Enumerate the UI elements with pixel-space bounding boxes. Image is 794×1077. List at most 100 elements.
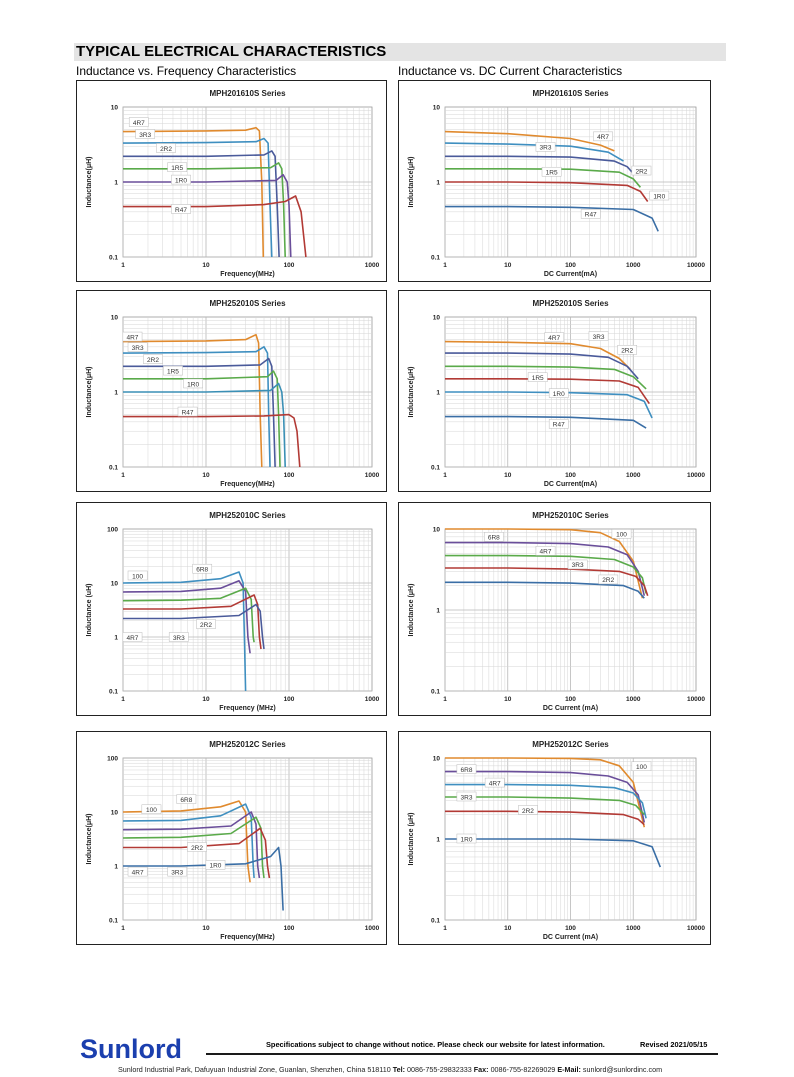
series-label-box — [535, 546, 556, 556]
y-tick-label: 0.1 — [431, 465, 440, 472]
series-line-4R7 — [122, 587, 255, 643]
series-line-R47 — [445, 205, 659, 232]
x-tick-label: 10 — [202, 472, 210, 479]
series-label-box — [135, 129, 156, 139]
y-tick-label: 10 — [433, 527, 441, 534]
x-tick-label: 10 — [504, 696, 512, 703]
chart-panel: MPH252010C Series 1 10 100 1000 10000 0.1 1 10 DC… — [398, 502, 711, 716]
x-tick-label: 1000 — [365, 262, 380, 269]
series-line-6R8 — [445, 770, 646, 823]
x-tick-label: 1 — [443, 925, 447, 932]
x-tick-label: 1 — [121, 925, 125, 932]
series-label-3R3: 3R3 — [173, 635, 185, 642]
series-label-3R3: 3R3 — [461, 794, 473, 801]
x-tick-label: 1000 — [626, 262, 641, 269]
x-tick-label: 1000 — [626, 472, 641, 479]
y-tick-label: 10 — [433, 105, 441, 112]
series-label-4R7: 4R7 — [132, 869, 144, 876]
series-label-6R8: 6R8 — [461, 767, 473, 774]
x-tick-label: 10000 — [687, 262, 705, 269]
x-tick-label: 10 — [504, 472, 512, 479]
chart-title: MPH201610S Series — [209, 89, 286, 98]
series-line-1R0 — [123, 173, 292, 258]
y-axis-label: Inductance(μH) — [408, 367, 415, 418]
series-label-box — [127, 570, 148, 581]
series-line-4R7 — [444, 340, 631, 370]
series-label-box — [192, 563, 213, 574]
x-tick-label: 1 — [443, 262, 447, 269]
x-axis-label: Frequency(MHz) — [220, 271, 274, 278]
x-tick-label: 100 — [565, 696, 576, 703]
series-line-3R3 — [445, 352, 639, 380]
y-tick-label: 0.1 — [109, 689, 118, 696]
tel-value: 0086-755-29832333 — [407, 1065, 472, 1074]
series-label-3R3: 3R3 — [540, 145, 552, 152]
series-label-box — [617, 345, 638, 355]
series-label-1R0: 1R0 — [187, 381, 199, 388]
series-line-1R0 — [445, 391, 653, 419]
y-tick-label: 10 — [111, 810, 119, 817]
y-tick-label: 1 — [114, 180, 118, 187]
series-label-3R3: 3R3 — [171, 869, 183, 876]
series-label-100: 100 — [146, 807, 157, 814]
series-line-3R3 — [122, 816, 265, 879]
x-axis-label: DC Current (mA) — [543, 934, 598, 941]
series-label-box — [122, 331, 143, 342]
x-tick-label: 100 — [284, 472, 295, 479]
series-line-1R0 — [445, 181, 649, 202]
chart-title: MPH252010S Series — [209, 299, 286, 308]
series-line-6R8 — [122, 580, 251, 654]
y-tick-label: 0.1 — [431, 918, 440, 925]
series-line-3R3 — [445, 567, 649, 596]
x-tick-label: 1000 — [365, 696, 380, 703]
series-line-6R8 — [445, 541, 646, 596]
series-line-R47 — [123, 413, 301, 468]
series-line-2R2 — [445, 155, 634, 175]
x-axis-label: DC Current(mA) — [544, 481, 597, 488]
series-label-1R0: 1R0 — [209, 863, 221, 870]
series-label-box — [548, 388, 569, 398]
series-label-3R3: 3R3 — [572, 562, 584, 569]
x-axis-label: Frequency (MHz) — [219, 705, 275, 712]
series-label-box — [177, 406, 198, 417]
series-line-100 — [122, 800, 251, 883]
series-label-6R8: 6R8 — [196, 567, 208, 574]
x-tick-label: 100 — [565, 472, 576, 479]
x-tick-label: 1 — [121, 696, 125, 703]
chart-panel: MPH252010C Series 1 10 100 1000 0.1 1 10 100 Freq… — [76, 502, 387, 716]
series-label-3R3: 3R3 — [593, 334, 605, 341]
series-label-box — [649, 190, 670, 201]
x-tick-label: 10 — [504, 262, 512, 269]
series-label-box — [456, 833, 477, 844]
footer-divider — [206, 1053, 718, 1055]
x-axis-label: DC Current(mA) — [544, 271, 597, 278]
series-label-box — [183, 378, 203, 389]
series-label-box — [580, 209, 601, 219]
series-line-2R2 — [123, 357, 276, 468]
fax-label: Fax: — [473, 1065, 489, 1074]
series-line-3R3 — [122, 137, 273, 258]
series-line-R47 — [445, 415, 647, 429]
series-label-box — [593, 131, 613, 142]
series-label-box — [171, 174, 191, 185]
series-label-box — [527, 372, 548, 382]
series-label-box — [167, 866, 188, 877]
y-tick-label: 1 — [436, 608, 440, 615]
y-tick-label: 1 — [436, 180, 440, 187]
series-label-2R2: 2R2 — [200, 622, 212, 629]
section-title-bar — [74, 43, 726, 61]
series-label-100: 100 — [132, 573, 143, 580]
y-axis-label: Inductance (μH) — [408, 813, 415, 866]
series-label-box — [167, 162, 188, 172]
footer-address: Sunlord Industrial Park, Dafuyuan Indust… — [118, 1065, 662, 1074]
series-label-1R0: 1R0 — [175, 177, 187, 184]
y-tick-label: 10 — [433, 315, 441, 322]
chart-title: MPH252010C Series — [532, 511, 609, 520]
grid — [444, 529, 696, 692]
y-tick-label: 100 — [107, 756, 118, 763]
series-line-3R3 — [123, 594, 262, 650]
series-label-box — [518, 805, 538, 815]
series-line-4R7 — [122, 811, 261, 879]
